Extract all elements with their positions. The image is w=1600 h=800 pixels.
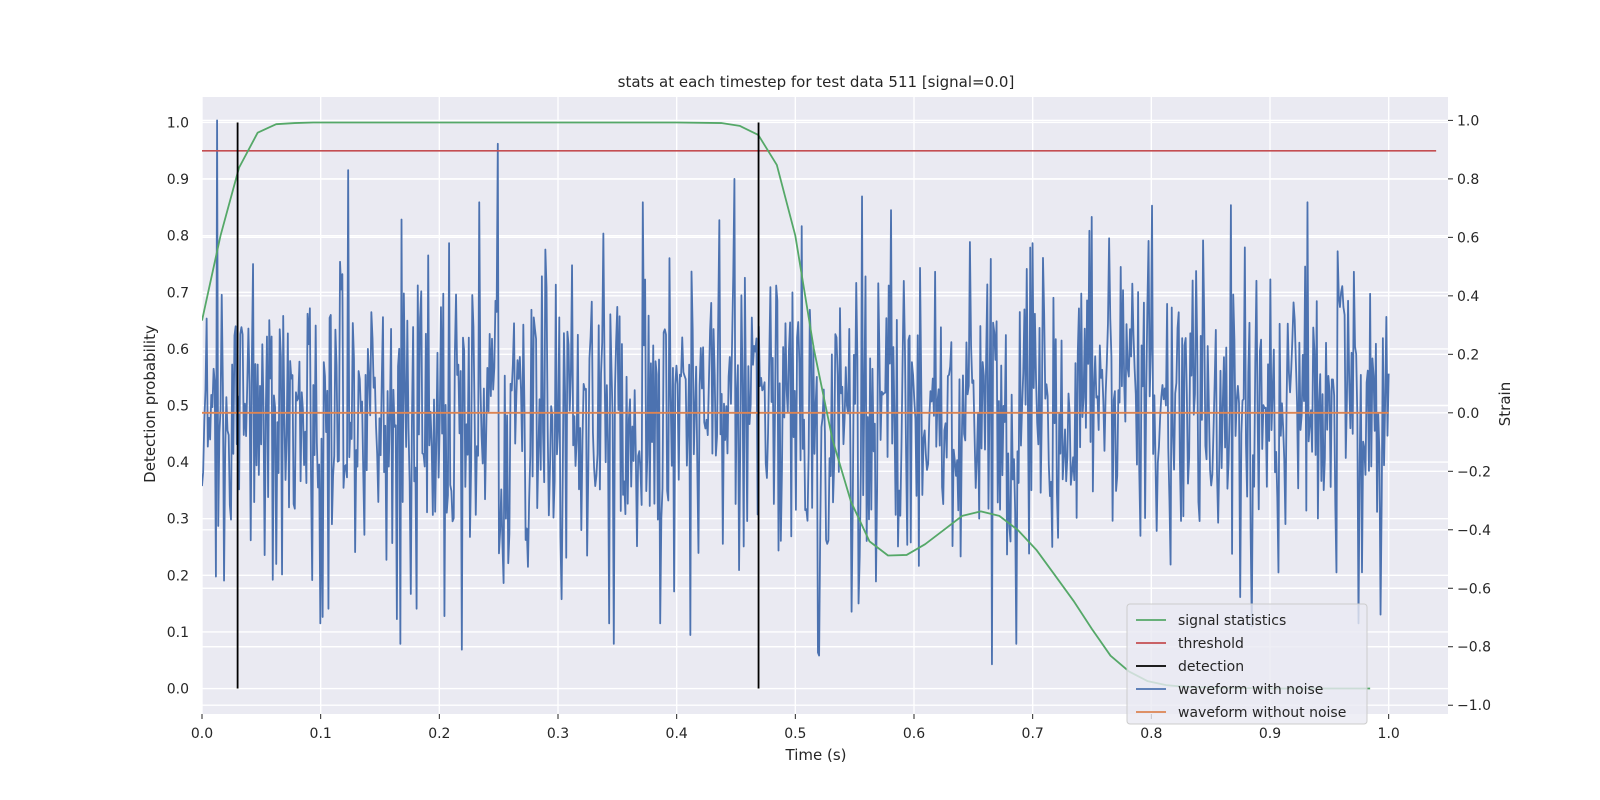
x-tick-label: 0.5 — [784, 726, 806, 742]
legend-label: waveform with noise — [1178, 682, 1323, 698]
waveform-with-noise-line — [202, 119, 1390, 666]
x-tick-label: 0.0 — [191, 726, 213, 742]
y-tick-label-left: 0.7 — [167, 285, 189, 301]
series-layer — [202, 119, 1437, 690]
y-tick-label-left: 0.4 — [167, 455, 189, 471]
y-axis-label-right: Strain — [1496, 382, 1514, 426]
x-tick-label: 0.3 — [547, 726, 569, 742]
y-tick-label-left: 0.1 — [167, 625, 189, 641]
y-tick-label-left: 0.2 — [167, 568, 189, 584]
y-tick-label-right: 0.2 — [1457, 347, 1479, 363]
plot-area — [201, 97, 1448, 714]
y-tick-label-left: 0.0 — [167, 682, 189, 698]
x-tick-label: 0.6 — [903, 726, 925, 742]
legend-label: waveform without noise — [1178, 705, 1346, 721]
legend-label: detection — [1178, 659, 1244, 675]
y-tick-label-right: −0.2 — [1457, 464, 1491, 480]
y-tick-label-right: 0.8 — [1457, 172, 1479, 188]
y-tick-label-right: 0.4 — [1457, 289, 1479, 305]
x-tick-label: 0.8 — [1140, 726, 1162, 742]
y-tick-label-right: −1.0 — [1457, 698, 1491, 714]
x-axis-label: Time (s) — [785, 746, 847, 764]
x-tick-label: 0.4 — [666, 726, 688, 742]
x-tick-label: 0.1 — [310, 726, 332, 742]
y-tick-label-right: −0.6 — [1457, 581, 1491, 597]
y-tick-label-right: −0.4 — [1457, 523, 1491, 539]
x-tick-label: 0.2 — [428, 726, 450, 742]
y-tick-label-right: 1.0 — [1457, 113, 1479, 129]
y-tick-label-right: −0.8 — [1457, 640, 1491, 656]
x-tick-label: 0.7 — [1022, 726, 1044, 742]
legend-label: threshold — [1178, 636, 1244, 652]
y-tick-label-left: 0.6 — [167, 342, 189, 358]
legend: signal statistics threshold detection wavef… — [1126, 603, 1368, 725]
y-tick-label-left: 0.9 — [167, 172, 189, 188]
y-tick-label-right: 0.0 — [1457, 406, 1479, 422]
y-tick-label-left: 1.0 — [167, 115, 189, 131]
y-tick-label-left: 0.5 — [167, 399, 189, 415]
legend-label: signal statistics — [1178, 613, 1286, 629]
y-tick-label-left: 0.8 — [167, 229, 189, 245]
y-tick-label-right: 0.6 — [1457, 230, 1479, 246]
chart-title: stats at each timestep for test data 511… — [618, 73, 1015, 91]
legend-box — [1126, 603, 1368, 725]
y-tick-label-left: 0.3 — [167, 512, 189, 528]
y-axis-label-left: Detection probability — [141, 325, 159, 483]
axes: 0.0 0.1 0.2 0.3 0.4 0.5 0.6 0.7 0.8 0.9 1.0 0.0 0.1 0… — [167, 113, 1491, 742]
x-tick-label: 1.0 — [1378, 726, 1400, 742]
x-tick-label: 0.9 — [1259, 726, 1281, 742]
